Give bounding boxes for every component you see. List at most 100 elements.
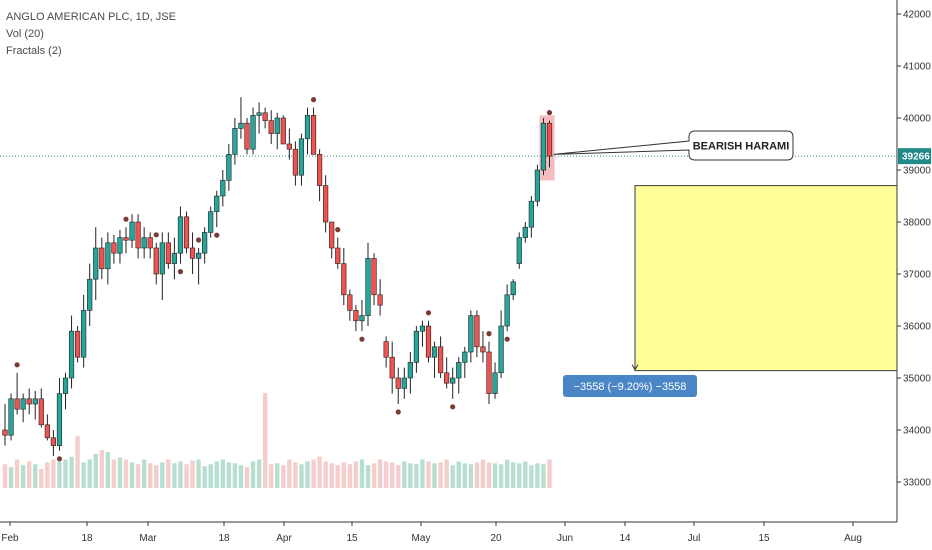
- candle: [389, 356, 395, 379]
- fractal-down-marker: [450, 404, 456, 410]
- candle: [468, 315, 474, 353]
- volume-bar: [232, 463, 238, 488]
- volume-bar: [547, 459, 552, 488]
- candle: [280, 117, 286, 145]
- volume-bar: [148, 463, 153, 488]
- last-price-label: 39266: [902, 152, 930, 163]
- volume-bar: [2, 464, 8, 488]
- volume-bar: [511, 462, 516, 488]
- candle: [474, 315, 480, 348]
- volume-bar: [480, 459, 486, 488]
- y-tick-label: 41000: [903, 62, 931, 73]
- volume-bar: [408, 463, 413, 488]
- candle: [244, 122, 250, 150]
- candle: [93, 247, 99, 280]
- volume-bar: [474, 462, 480, 488]
- candle: [437, 346, 444, 374]
- volume-bar: [99, 450, 104, 488]
- volume-bar: [281, 465, 286, 488]
- volume-bar: [517, 463, 522, 488]
- callout-box: [553, 130, 794, 161]
- candle: [335, 247, 341, 264]
- candle: [208, 211, 214, 233]
- candle: [262, 112, 268, 121]
- candle: [129, 221, 135, 241]
- candle: [189, 247, 196, 259]
- candle: [323, 185, 329, 223]
- volume-bar: [529, 465, 534, 488]
- volume-bar: [341, 462, 346, 488]
- volume-bar: [426, 461, 431, 488]
- volume-bar: [8, 467, 14, 488]
- candle: [528, 200, 534, 228]
- candle: [401, 377, 407, 389]
- x-tick-label: Aug: [844, 533, 862, 544]
- chart-legend: ANGLO AMERICAN PLC, 1D, JSE Vol (20) Fra…: [6, 9, 176, 60]
- volume-bar: [456, 461, 461, 488]
- candle: [68, 330, 75, 379]
- volume-bar: [69, 456, 74, 488]
- candle: [214, 195, 220, 212]
- candle: [117, 237, 123, 254]
- y-tick-label: 37000: [903, 270, 931, 281]
- candle: [304, 115, 311, 140]
- volume-bar: [45, 462, 50, 488]
- volume-bar: [238, 465, 244, 488]
- candle: [196, 252, 202, 259]
- candle: [413, 330, 420, 363]
- candle: [202, 232, 208, 254]
- candle: [365, 258, 371, 316]
- volume-bar: [299, 464, 304, 488]
- legend-volume: Vol (20): [6, 28, 44, 40]
- candle: [135, 221, 141, 249]
- fractal-up-marker: [546, 110, 553, 116]
- volume-bar: [444, 459, 449, 488]
- candle: [383, 341, 389, 358]
- volume-bar: [111, 459, 117, 488]
- volume-bar: [208, 464, 213, 488]
- volume-bar: [196, 459, 201, 488]
- volume-bar: [184, 464, 189, 488]
- x-tick-label: May: [412, 533, 431, 544]
- candle: [177, 216, 184, 254]
- volume-bar: [535, 463, 540, 488]
- candle: [486, 351, 492, 394]
- volume-bar: [432, 463, 437, 488]
- x-tick-label: Jul: [688, 533, 701, 544]
- volume-bar: [141, 459, 147, 488]
- candle: [50, 437, 56, 446]
- candle: [75, 330, 81, 358]
- candle: [310, 115, 317, 155]
- candle: [111, 242, 117, 254]
- candle: [431, 346, 438, 358]
- candle: [87, 278, 93, 311]
- candle: [171, 252, 178, 264]
- candle: [99, 247, 105, 270]
- volume-bar: [129, 462, 135, 488]
- y-tick-label: 38000: [903, 218, 931, 229]
- volume-bar: [486, 462, 492, 488]
- volume-bar: [172, 463, 177, 488]
- candle: [516, 237, 522, 264]
- candle: [268, 120, 274, 134]
- fractal-down-marker: [214, 232, 220, 238]
- x-tick-label: 15: [346, 533, 358, 544]
- volume-bar: [81, 462, 86, 488]
- callout-label: BEARISH HARAMI: [693, 141, 790, 153]
- x-tick-label: Feb: [1, 533, 19, 544]
- volume-bar: [365, 465, 371, 488]
- volume-bar: [492, 463, 498, 488]
- legend-fractals: Fractals (2): [6, 45, 62, 57]
- volume-bar: [347, 464, 353, 488]
- x-tick-label: Jun: [557, 533, 573, 544]
- x-tick-label: Apr: [276, 533, 292, 544]
- volume-bar: [202, 466, 207, 488]
- x-tick-label: 15: [758, 533, 770, 544]
- volume-bar: [323, 461, 328, 488]
- volume-bar: [311, 459, 316, 488]
- fractal-up-marker: [123, 216, 129, 222]
- candle: [38, 398, 44, 426]
- candle: [510, 281, 516, 296]
- candle: [62, 377, 69, 394]
